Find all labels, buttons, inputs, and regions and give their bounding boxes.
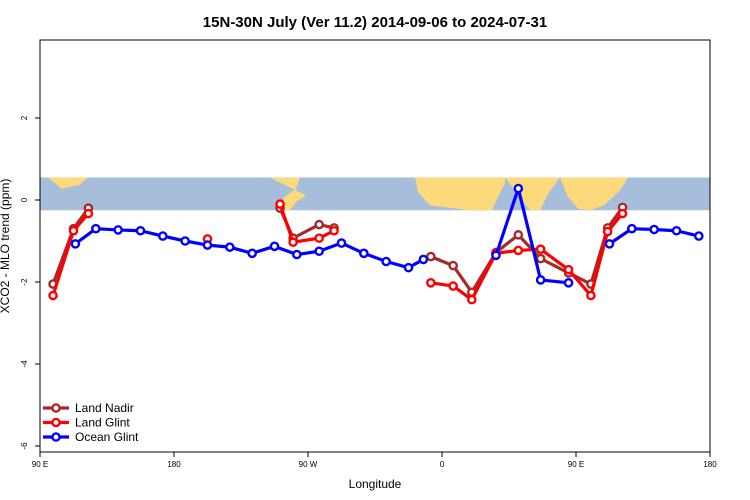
x-tick-label: 180 (703, 460, 717, 469)
data-point (314, 246, 324, 257)
series-line (430, 206, 624, 294)
data-point (314, 233, 324, 243)
map-land-1 (270, 177, 306, 211)
data-point (448, 281, 458, 291)
data-point (535, 275, 546, 285)
y-tick-label: 2 (20, 115, 29, 120)
data-point (513, 183, 524, 194)
chart-title: 15N-30N July (Ver 11.2) 2014-09-06 to 20… (203, 14, 547, 31)
data-point (180, 236, 190, 246)
data-point (466, 294, 477, 305)
data-point (68, 225, 79, 236)
x-axis: 90 E 180 90 W 0 90 E 180 (32, 452, 717, 469)
data-point (336, 238, 347, 248)
legend-swatch-marker (51, 417, 61, 428)
data-point (627, 223, 637, 234)
data-point (275, 199, 285, 209)
series-ocean-glint (70, 183, 704, 288)
data-point (225, 242, 235, 252)
x-tick-label: 90 E (32, 460, 48, 469)
data-point (48, 290, 58, 301)
data-point (113, 225, 123, 235)
y-axis-label: XCO2 - MLO trend (ppm) (0, 179, 12, 314)
data-point (403, 262, 414, 273)
plot-frame (39, 39, 711, 453)
data-point (602, 226, 613, 237)
data-point (513, 245, 524, 256)
legend-swatch-marker (51, 432, 61, 442)
legend-label: Land Glint (75, 416, 130, 430)
x-axis-label: Longitude (349, 477, 402, 491)
data-point (70, 239, 81, 249)
series-line (494, 186, 569, 285)
series-line (278, 203, 335, 244)
data-point (563, 278, 574, 288)
legend-label: Ocean Glint (75, 430, 139, 444)
data-point (359, 248, 369, 259)
world-map-band (40, 177, 710, 211)
y-tick-label: 0 (20, 197, 29, 202)
x-tick-label: 0 (440, 460, 445, 469)
map-land-0 (40, 177, 88, 189)
data-point (247, 248, 257, 259)
y-tick-label: -2 (20, 278, 29, 286)
data-point (314, 219, 324, 230)
y-tick-label: -6 (20, 442, 29, 450)
y-tick-label: -4 (20, 360, 29, 368)
series-layer (48, 183, 704, 305)
data-point (513, 230, 524, 240)
data-point (292, 249, 302, 260)
data-point (604, 239, 615, 249)
data-point (329, 225, 339, 236)
data-point (586, 290, 596, 301)
data-point (671, 225, 682, 236)
data-point (202, 240, 213, 250)
data-point (535, 244, 546, 254)
series-line (74, 227, 425, 270)
data-point (426, 278, 436, 288)
series-line (430, 212, 624, 302)
data-point (135, 225, 146, 236)
x-tick-label: 90 W (299, 460, 318, 469)
data-point (563, 264, 574, 275)
map-land-2 (415, 177, 505, 211)
data-point (426, 251, 436, 262)
x-tick-label: 180 (167, 460, 181, 469)
data-point (448, 260, 458, 271)
data-point (418, 254, 429, 265)
data-point (617, 208, 628, 219)
data-point (381, 256, 391, 267)
x-tick-label: 90 E (568, 460, 584, 469)
data-point (535, 253, 546, 264)
data-point (158, 231, 168, 241)
map-land-4 (560, 177, 628, 211)
data-point (91, 223, 101, 234)
data-point (288, 237, 298, 248)
legend-label: Land Nadir (75, 401, 134, 415)
series-land-glint (48, 199, 628, 305)
data-point (694, 231, 704, 241)
y-axis: -6 -4 -2 0 2 (20, 115, 40, 450)
legend-swatch-marker (51, 403, 61, 413)
data-point (83, 208, 94, 219)
data-point (269, 241, 280, 252)
data-point (491, 250, 501, 261)
data-point (649, 224, 659, 235)
